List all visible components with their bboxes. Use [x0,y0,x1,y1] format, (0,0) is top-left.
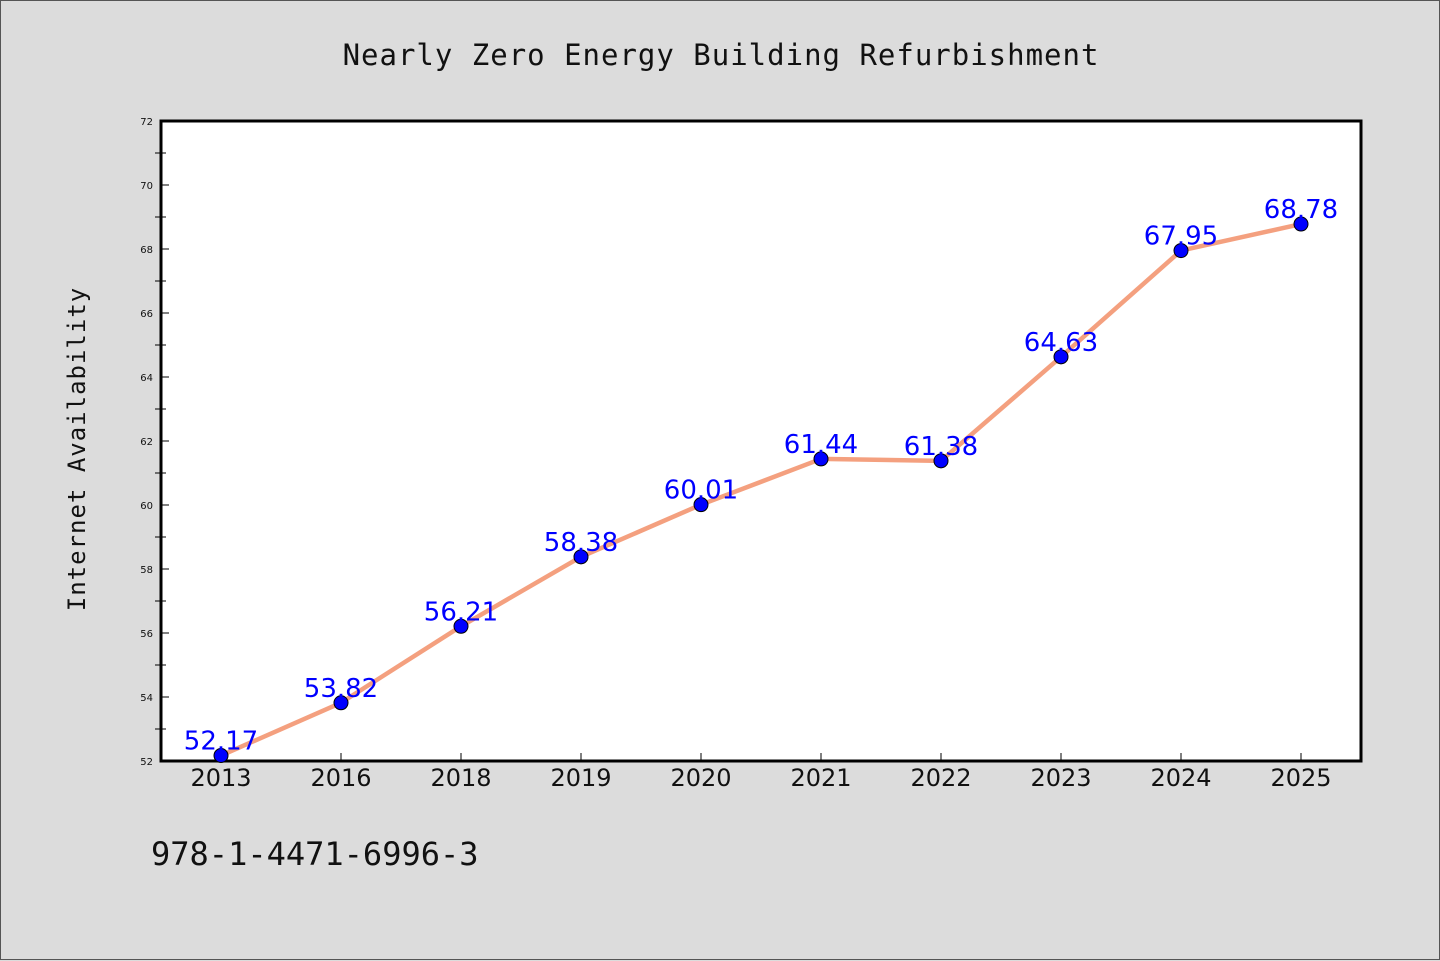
x-tick-label: 2025 [1270,764,1331,792]
data-labels: 52.17 53.82 56.21 58.38 60.01 61.44 61.38 64.63… [184,195,1338,757]
data-label: 67.95 [1144,222,1218,252]
y-tick-label: 68 [140,245,153,256]
data-label: 53.82 [304,674,378,704]
data-point [573,549,589,565]
y-tick-label: 56 [140,629,153,640]
x-tick-label: 2018 [430,764,491,792]
y-tick-label: 70 [140,181,153,192]
y-tick-label: 58 [140,565,153,576]
x-axis: 2013 2016 2018 2019 2020 2021 2022 2023 2024 2025 [190,753,1332,792]
chart-title: Nearly Zero Energy Building Refurbishmen… [343,38,1100,72]
series-line [218,221,1304,758]
data-label: 56.21 [424,597,498,627]
data-point [933,453,949,469]
data-point [1053,349,1069,365]
y-tick-label: 54 [140,693,153,704]
data-label: 61.38 [904,432,978,462]
x-tick-label: 2021 [790,764,851,792]
y-tick-label: 72 [140,117,153,128]
x-tick-label: 2013 [190,764,251,792]
footer-identifier: 978-1-4471-6996-3 [151,835,479,873]
data-label: 52.17 [184,727,258,757]
x-tick-label: 2016 [310,764,371,792]
data-point [213,748,229,764]
data-label: 58.38 [544,528,618,558]
data-label: 68.78 [1264,195,1338,225]
plot-area [159,119,1363,763]
x-tick-label: 2020 [670,764,731,792]
y-axis-title: Internet Availability [63,287,91,611]
x-tick-label: 2022 [910,764,971,792]
y-tick-label: 66 [140,309,153,320]
data-point [1173,243,1189,259]
data-label: 60.01 [664,476,738,506]
series-group [213,216,1309,764]
data-point [693,497,709,513]
y-tick-label: 64 [140,373,153,384]
data-point [333,695,349,711]
data-point [1293,216,1309,232]
x-tick-label: 2024 [1150,764,1211,792]
data-point [813,451,829,467]
y-tick-label: 62 [140,437,153,448]
x-tick-label: 2019 [550,764,611,792]
x-tick-label: 2023 [1030,764,1091,792]
data-label: 64.63 [1024,328,1098,358]
data-label: 61.44 [784,430,858,460]
y-tick-label: 60 [140,501,153,512]
y-axis: 52 54 56 58 60 62 64 66 68 70 72 [140,117,169,768]
data-point [453,618,469,634]
y-tick-label: 52 [140,757,153,768]
